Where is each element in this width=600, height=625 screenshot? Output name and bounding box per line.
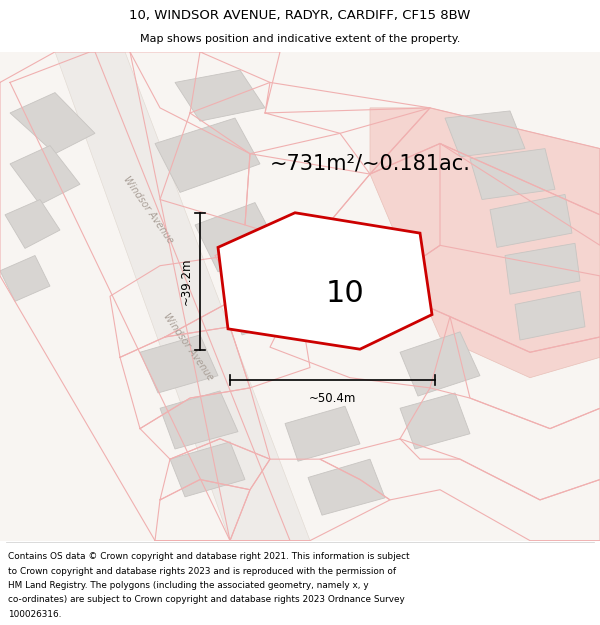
Polygon shape: [140, 335, 218, 393]
Polygon shape: [195, 202, 280, 272]
Polygon shape: [218, 213, 432, 349]
Text: co-ordinates) are subject to Crown copyright and database rights 2023 Ordnance S: co-ordinates) are subject to Crown copyr…: [8, 596, 404, 604]
Text: ~50.4m: ~50.4m: [309, 392, 356, 404]
Polygon shape: [55, 52, 310, 541]
Polygon shape: [5, 199, 60, 248]
Polygon shape: [170, 442, 245, 497]
Text: 100026316.: 100026316.: [8, 610, 61, 619]
Polygon shape: [0, 52, 600, 541]
Polygon shape: [308, 459, 385, 515]
Text: 10: 10: [326, 279, 365, 308]
Text: Map shows position and indicative extent of the property.: Map shows position and indicative extent…: [140, 34, 460, 44]
Polygon shape: [445, 111, 525, 157]
Polygon shape: [160, 391, 238, 449]
Text: ~731m²/~0.181ac.: ~731m²/~0.181ac.: [269, 154, 470, 174]
Text: HM Land Registry. The polygons (including the associated geometry, namely x, y: HM Land Registry. The polygons (includin…: [8, 581, 368, 590]
Text: Windsor Avenue: Windsor Avenue: [121, 174, 175, 245]
Text: Windsor Avenue: Windsor Avenue: [161, 312, 215, 382]
Polygon shape: [175, 70, 265, 121]
Text: to Crown copyright and database rights 2023 and is reproduced with the permissio: to Crown copyright and database rights 2…: [8, 567, 396, 576]
Polygon shape: [470, 149, 555, 199]
Polygon shape: [515, 291, 585, 340]
Polygon shape: [0, 256, 50, 301]
Text: Contains OS data © Crown copyright and database right 2021. This information is : Contains OS data © Crown copyright and d…: [8, 552, 409, 561]
Polygon shape: [10, 146, 80, 204]
Polygon shape: [10, 92, 95, 154]
Polygon shape: [505, 243, 580, 294]
Polygon shape: [400, 393, 470, 449]
Text: 10, WINDSOR AVENUE, RADYR, CARDIFF, CF15 8BW: 10, WINDSOR AVENUE, RADYR, CARDIFF, CF15…: [130, 9, 470, 22]
Text: ~39.2m: ~39.2m: [179, 258, 193, 305]
Polygon shape: [285, 406, 360, 461]
Polygon shape: [155, 118, 260, 192]
Polygon shape: [400, 332, 480, 396]
Polygon shape: [225, 266, 305, 335]
Polygon shape: [370, 108, 600, 378]
Polygon shape: [490, 194, 572, 248]
